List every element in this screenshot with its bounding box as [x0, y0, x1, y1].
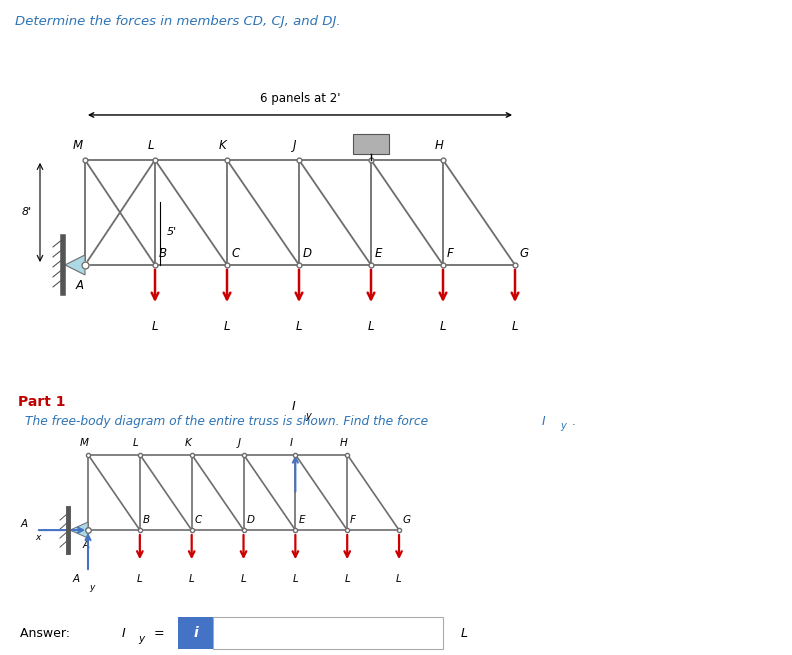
Text: Answer:: Answer:	[20, 627, 74, 639]
Text: L: L	[292, 574, 299, 584]
Text: I: I	[365, 139, 369, 152]
Text: L: L	[241, 574, 246, 584]
Text: B: B	[159, 247, 167, 260]
Text: J: J	[293, 139, 297, 152]
Text: 5': 5'	[167, 227, 177, 237]
Text: I: I	[122, 627, 126, 639]
Text: Part 1: Part 1	[18, 395, 66, 409]
Text: M: M	[73, 139, 83, 152]
Text: 8': 8'	[22, 208, 32, 217]
Text: The free-body diagram of the entire truss is shown. Find the force: The free-body diagram of the entire trus…	[25, 415, 432, 428]
Text: y: y	[89, 583, 95, 592]
Text: F: F	[447, 247, 454, 260]
Text: i: i	[193, 626, 198, 640]
Text: G: G	[519, 247, 528, 260]
Text: =: =	[150, 627, 169, 639]
Text: L: L	[188, 574, 195, 584]
Text: G: G	[402, 515, 410, 525]
Text: J: J	[238, 438, 241, 447]
Text: K: K	[219, 139, 227, 152]
Text: F: F	[350, 515, 356, 525]
Text: H: H	[339, 438, 347, 447]
Text: I: I	[290, 438, 293, 447]
Polygon shape	[70, 522, 88, 538]
Text: L: L	[396, 574, 402, 584]
Text: B: B	[143, 515, 150, 525]
Text: K: K	[185, 438, 191, 447]
Text: H: H	[435, 139, 444, 152]
Text: y: y	[560, 421, 565, 431]
FancyBboxPatch shape	[213, 617, 443, 649]
Text: y: y	[138, 634, 144, 644]
FancyBboxPatch shape	[178, 617, 213, 649]
Text: L: L	[512, 320, 518, 333]
Text: C: C	[231, 247, 239, 260]
Text: A: A	[72, 574, 79, 584]
Text: L: L	[461, 627, 468, 639]
Text: Determine the forces in members CD, CJ, and DJ.: Determine the forces in members CD, CJ, …	[15, 15, 341, 28]
Text: L: L	[148, 139, 154, 152]
Text: I: I	[542, 415, 546, 428]
Text: x: x	[36, 533, 40, 542]
Text: L: L	[137, 574, 143, 584]
Text: 6 panels at 2': 6 panels at 2'	[260, 92, 341, 105]
Text: E: E	[299, 515, 305, 525]
Text: A: A	[82, 540, 89, 550]
Text: .: .	[572, 415, 576, 428]
Text: A: A	[76, 279, 84, 292]
Text: I: I	[291, 400, 295, 413]
Text: L: L	[440, 320, 446, 333]
Text: A: A	[21, 519, 28, 529]
Text: L: L	[224, 320, 230, 333]
Polygon shape	[65, 255, 85, 275]
Text: L: L	[133, 438, 139, 447]
Text: C: C	[195, 515, 202, 525]
Text: M: M	[79, 438, 89, 447]
Text: E: E	[375, 247, 383, 260]
Text: L: L	[345, 574, 350, 584]
Text: L: L	[295, 320, 303, 333]
Text: y: y	[306, 411, 311, 421]
Text: L: L	[367, 320, 375, 333]
Text: D: D	[246, 515, 254, 525]
Text: L: L	[152, 320, 158, 333]
Text: D: D	[303, 247, 312, 260]
Bar	[353, 134, 389, 154]
